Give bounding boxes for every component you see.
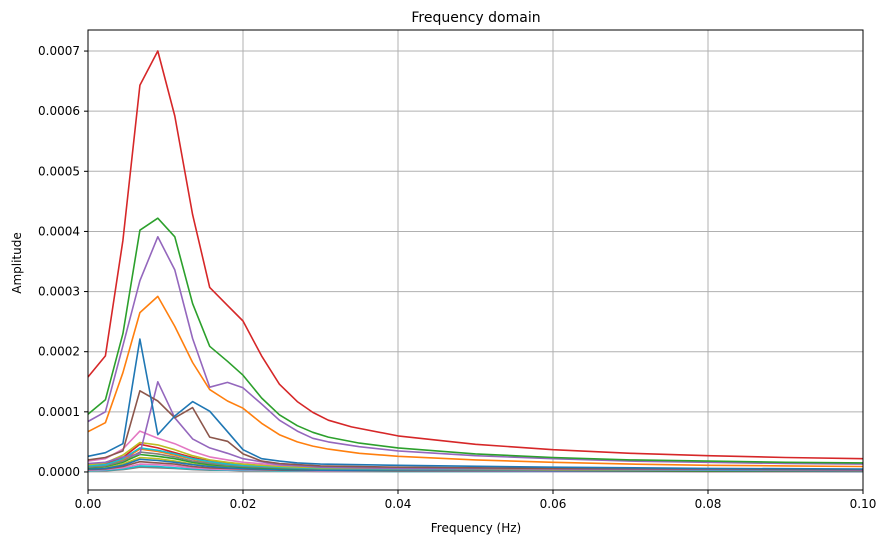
y-axis-label: Amplitude bbox=[10, 232, 24, 294]
y-tick-label: 0.0005 bbox=[38, 164, 80, 178]
y-axis-ticks: 0.0000 0.0001 0.0002 0.0003 0.0004 0.0005 0.00… bbox=[38, 44, 88, 479]
series-line bbox=[87, 50, 864, 460]
x-axis-ticks: 0.00 0.02 0.04 0.06 0.08 0.10 bbox=[75, 490, 877, 511]
x-tick-label: 0.10 bbox=[850, 497, 877, 511]
series-line bbox=[87, 380, 864, 472]
series-line bbox=[87, 217, 864, 464]
x-axis-label: Frequency (Hz) bbox=[431, 521, 522, 535]
y-tick-label: 0.0001 bbox=[38, 405, 80, 419]
x-tick-label: 0.06 bbox=[540, 497, 567, 511]
x-tick-label: 0.00 bbox=[75, 497, 102, 511]
series-line bbox=[87, 236, 864, 465]
series-layer bbox=[87, 50, 864, 473]
x-tick-label: 0.08 bbox=[695, 497, 722, 511]
series-line bbox=[87, 295, 864, 468]
series-line bbox=[87, 338, 864, 470]
y-tick-label: 0.0000 bbox=[38, 465, 80, 479]
chart-title: Frequency domain bbox=[411, 10, 540, 26]
x-tick-label: 0.02 bbox=[230, 497, 257, 511]
y-tick-label: 0.0003 bbox=[38, 285, 80, 299]
y-tick-label: 0.0007 bbox=[38, 44, 80, 58]
y-tick-label: 0.0006 bbox=[38, 104, 80, 118]
y-tick-label: 0.0002 bbox=[38, 345, 80, 359]
y-tick-label: 0.0004 bbox=[38, 224, 80, 238]
x-tick-label: 0.04 bbox=[385, 497, 412, 511]
series-line bbox=[87, 389, 864, 471]
plot-frame bbox=[87, 29, 864, 491]
